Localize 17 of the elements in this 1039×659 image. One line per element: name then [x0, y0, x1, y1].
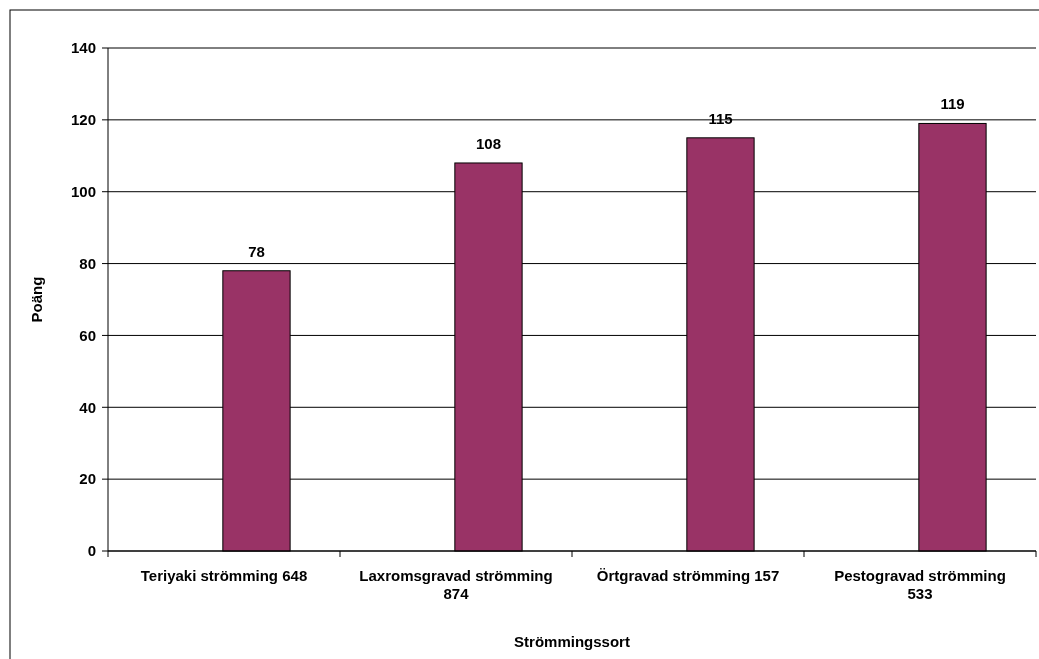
- y-tick-label: 40: [79, 398, 96, 416]
- y-tick-label: 80: [79, 254, 96, 272]
- y-tick-label: 20: [79, 470, 96, 488]
- y-tick-label: 140: [70, 39, 96, 57]
- y-tick-label: 100: [70, 182, 96, 200]
- data-label: 119: [940, 95, 965, 113]
- y-tick-label: 120: [70, 111, 96, 129]
- x-tick-label: Teriyaki strömming 648: [140, 567, 308, 584]
- x-tick-label: Laxromsgravad strömming 874: [359, 567, 553, 602]
- data-label: 108: [475, 134, 501, 152]
- x-axis-title: Strömmingssort: [514, 633, 630, 650]
- x-tick-label: Örtgravad strömming 157: [596, 567, 780, 584]
- x-tick-label: Pestogravad strömming 533: [834, 567, 1006, 602]
- y-tick-label: 0: [87, 542, 96, 560]
- data-label: 78: [248, 242, 265, 260]
- y-axis-title: Poäng: [28, 276, 45, 323]
- y-tick-label: 60: [79, 326, 96, 344]
